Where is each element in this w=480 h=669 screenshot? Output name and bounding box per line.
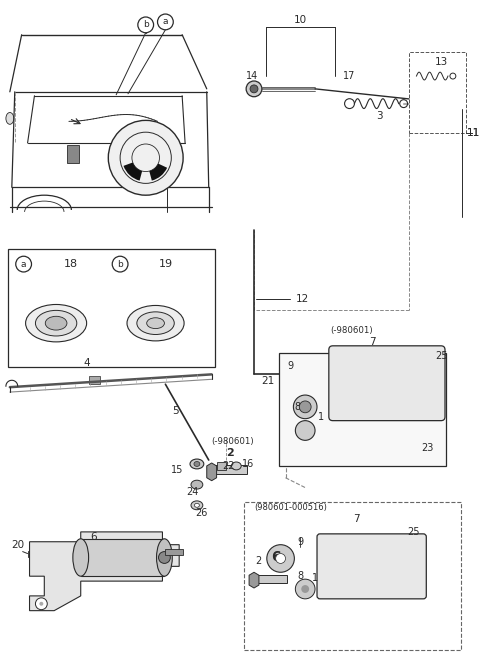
- Text: 8: 8: [297, 571, 303, 581]
- Bar: [278, 353, 446, 466]
- Text: 10: 10: [294, 15, 307, 25]
- Ellipse shape: [25, 304, 86, 342]
- Text: 9: 9: [288, 361, 293, 371]
- Circle shape: [300, 401, 311, 413]
- Text: 1: 1: [312, 573, 318, 583]
- Ellipse shape: [127, 306, 184, 341]
- Text: 5: 5: [172, 406, 179, 416]
- Ellipse shape: [156, 539, 172, 576]
- Text: 3: 3: [376, 112, 383, 122]
- Text: a: a: [163, 17, 168, 26]
- Text: 8: 8: [294, 402, 300, 412]
- Text: 1: 1: [318, 411, 324, 421]
- Text: 15: 15: [171, 465, 183, 475]
- Circle shape: [250, 85, 258, 93]
- Bar: [81, 539, 165, 576]
- Text: 23: 23: [421, 443, 433, 453]
- Text: 4: 4: [84, 357, 90, 367]
- Ellipse shape: [190, 459, 204, 469]
- Circle shape: [293, 395, 317, 419]
- Ellipse shape: [6, 112, 14, 124]
- Text: 9: 9: [297, 537, 303, 547]
- Text: a: a: [21, 260, 26, 269]
- Text: 17: 17: [343, 71, 355, 81]
- Ellipse shape: [194, 462, 200, 466]
- Circle shape: [246, 81, 262, 97]
- Ellipse shape: [191, 480, 203, 489]
- Ellipse shape: [137, 312, 174, 334]
- Text: 19: 19: [158, 259, 172, 269]
- Text: 25: 25: [407, 527, 420, 537]
- Ellipse shape: [36, 310, 77, 336]
- Polygon shape: [249, 572, 259, 588]
- FancyBboxPatch shape: [329, 346, 445, 421]
- Bar: [27, 551, 36, 557]
- Ellipse shape: [147, 318, 165, 328]
- Ellipse shape: [194, 503, 199, 507]
- Text: 11: 11: [467, 128, 480, 138]
- Circle shape: [16, 256, 32, 272]
- Bar: [8, 250, 215, 367]
- Circle shape: [112, 256, 128, 272]
- Text: 12: 12: [295, 294, 309, 304]
- Text: (980601-000516): (980601-000516): [254, 503, 327, 512]
- Circle shape: [301, 585, 309, 593]
- Wedge shape: [149, 164, 167, 181]
- Text: 6: 6: [271, 549, 280, 563]
- Text: 20: 20: [11, 540, 24, 550]
- Circle shape: [295, 421, 315, 440]
- Bar: [210, 465, 247, 474]
- Text: 2: 2: [255, 557, 261, 567]
- Text: 16: 16: [242, 459, 254, 469]
- Bar: [253, 575, 288, 583]
- Circle shape: [267, 545, 294, 572]
- Bar: [166, 549, 183, 555]
- Text: (-980601): (-980601): [330, 326, 372, 334]
- Text: 18: 18: [64, 259, 78, 269]
- Polygon shape: [207, 463, 216, 481]
- Bar: [244, 502, 461, 650]
- Text: 7: 7: [353, 514, 360, 524]
- Polygon shape: [30, 532, 179, 611]
- Bar: [89, 377, 100, 384]
- Text: 24: 24: [186, 486, 198, 496]
- Text: b: b: [143, 20, 149, 29]
- Circle shape: [108, 120, 183, 195]
- Circle shape: [276, 553, 286, 563]
- Ellipse shape: [191, 501, 203, 510]
- Text: b: b: [117, 260, 123, 269]
- Text: 7: 7: [369, 337, 375, 347]
- Bar: [408, 52, 466, 133]
- Ellipse shape: [73, 539, 89, 576]
- Circle shape: [157, 14, 173, 30]
- Text: (-980601): (-980601): [212, 437, 254, 446]
- Circle shape: [158, 551, 170, 563]
- Bar: [216, 462, 227, 470]
- Ellipse shape: [45, 316, 67, 330]
- Circle shape: [36, 598, 47, 609]
- Text: 2: 2: [227, 448, 234, 458]
- Circle shape: [39, 602, 43, 605]
- Text: 22: 22: [222, 461, 235, 471]
- Text: 26: 26: [196, 508, 208, 518]
- Text: 25: 25: [435, 351, 447, 361]
- Circle shape: [295, 579, 315, 599]
- Text: 14: 14: [246, 71, 258, 81]
- Text: 21: 21: [261, 376, 274, 386]
- FancyBboxPatch shape: [317, 534, 426, 599]
- Wedge shape: [123, 163, 142, 181]
- Text: 6: 6: [90, 532, 97, 542]
- Ellipse shape: [231, 462, 241, 470]
- Text: 13: 13: [434, 58, 448, 68]
- Bar: [67, 145, 79, 163]
- Text: 11: 11: [467, 128, 480, 138]
- Circle shape: [138, 17, 154, 33]
